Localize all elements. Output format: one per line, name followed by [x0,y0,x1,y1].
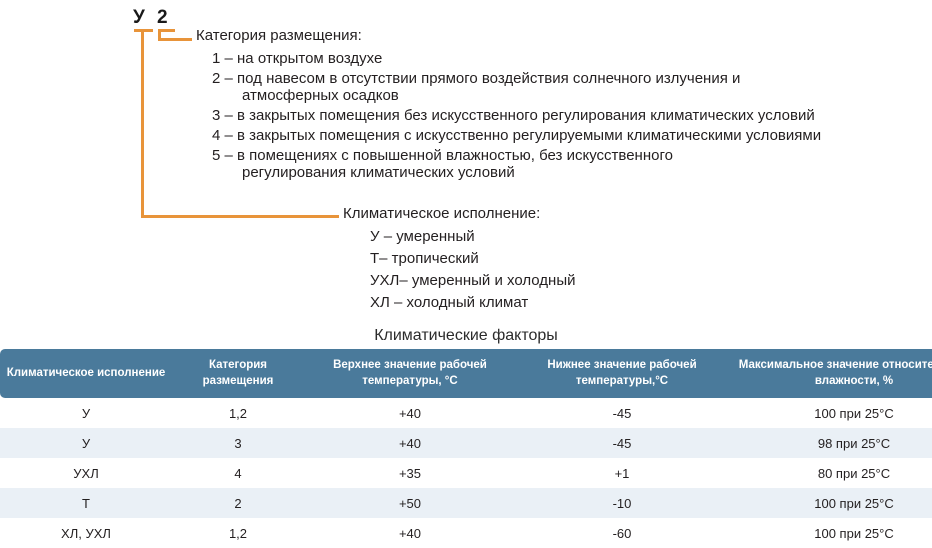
cell-climate-version: УХЛ [0,458,172,489]
code-letter-climate: У [133,7,145,28]
list-item-text: 2 – под навесом в отсутствии прямого воз… [212,70,741,87]
cell-placement-category: 3 [172,428,304,459]
cell-max-humidity: 100 при 25°С [728,518,932,548]
list-item-text: УХЛ– умеренный и холодный [370,272,576,289]
column-header-climate-version: Климатическое исполнение [0,349,172,399]
cell-placement-category: 1,2 [172,398,304,429]
list-item-text: 3 – в закрытых помещения без искусственн… [212,107,815,124]
cell-climate-version: ХЛ, УХЛ [0,518,172,548]
cell-max-humidity: 100 при 25°С [728,398,932,429]
cell-max-humidity: 98 при 25°С [728,428,932,459]
leader-line-climate-vertical [141,29,144,218]
list-item-text: Т– тропический [370,250,479,267]
cell-lower-temperature: -60 [516,518,728,548]
list-item: Т– тропический [370,250,575,267]
cell-max-humidity: 100 при 25°С [728,488,932,519]
cell-lower-temperature: -45 [516,398,728,429]
list-item-continuation: атмосферных осадков [242,87,399,104]
leader-line-category-horizontal [158,38,192,41]
list-item-text: ХЛ – холодный климат [370,294,529,311]
table-header-row: Климатическое исполнение Категория разме… [0,349,932,399]
list-item-text: 5 – в помещениях с повышенной влажностью… [212,147,673,164]
leader-line-category-vertical [158,29,161,41]
climate-item-list: У – умеренный Т– тропический УХЛ– умерен… [370,228,575,316]
designation-diagram: У 2 Категория размещения: 1 – на открыто… [133,7,821,316]
cell-upper-temperature: +35 [304,458,516,489]
list-item: 1 – на открытом воздухе [212,50,821,67]
list-item: 5 – в помещениях с повышенной влажностью… [212,147,821,181]
column-header-lower-temperature: Нижнее значение рабочей температуры,°С [516,349,728,399]
climate-block-title: Климатическое исполнение: [343,205,541,222]
table-header: Климатическое исполнение Категория разме… [0,349,932,399]
list-item: 4 – в закрытых помещения с искусственно … [212,127,821,144]
column-header-upper-temperature: Верхнее значение рабочей температуры, °С [304,349,516,399]
cell-upper-temperature: +40 [304,428,516,459]
cell-climate-version: У [0,428,172,459]
list-item-text: У – умеренный [370,228,475,245]
cell-placement-category: 4 [172,458,304,489]
list-item-text: 4 – в закрытых помещения с искусственно … [212,127,822,144]
list-item-continuation: регулирования климатических условий [242,164,515,181]
cell-lower-temperature: -45 [516,428,728,459]
list-item: УХЛ– умеренный и холодный [370,272,575,289]
table-body: У 1,2 +40 -45 100 при 25°С У 3 +40 -45 9… [0,398,932,548]
list-item: 2 – под навесом в отсутствии прямого воз… [212,70,821,104]
category-item-list: 1 – на открытом воздухе 2 – под навесом … [212,50,821,184]
table-row: ХЛ, УХЛ 1,2 +40 -60 100 при 25°С [0,518,932,548]
table-caption: Климатические факторы [374,327,558,344]
cell-max-humidity: 80 при 25°С [728,458,932,489]
table-row: УХЛ 4 +35 +1 80 при 25°С [0,458,932,489]
column-header-max-humidity: Максимальное значение относительной влаж… [728,349,932,399]
leader-line-climate-horizontal [141,215,339,218]
cell-placement-category: 1,2 [172,518,304,548]
cell-upper-temperature: +40 [304,518,516,548]
cell-upper-temperature: +50 [304,488,516,519]
leader-line-category-cap [158,29,175,32]
table-row: Т 2 +50 -10 100 при 25°С [0,488,932,519]
cell-lower-temperature: +1 [516,458,728,489]
category-block-title: Категория размещения: [196,27,362,44]
table-row: У 3 +40 -45 98 при 25°С [0,428,932,459]
cell-climate-version: У [0,398,172,429]
cell-upper-temperature: +40 [304,398,516,429]
list-item: ХЛ – холодный климат [370,294,575,311]
table-row: У 1,2 +40 -45 100 при 25°С [0,398,932,429]
climate-factors-table: Климатическое исполнение Категория разме… [0,349,932,548]
column-header-placement-category: Категория размещения [172,349,304,399]
code-letter-category: 2 [157,7,168,28]
list-item-text: 1 – на открытом воздухе [212,50,383,67]
cell-climate-version: Т [0,488,172,519]
cell-lower-temperature: -10 [516,488,728,519]
cell-placement-category: 2 [172,488,304,519]
list-item: 3 – в закрытых помещения без искусственн… [212,107,821,124]
list-item: У – умеренный [370,228,575,245]
